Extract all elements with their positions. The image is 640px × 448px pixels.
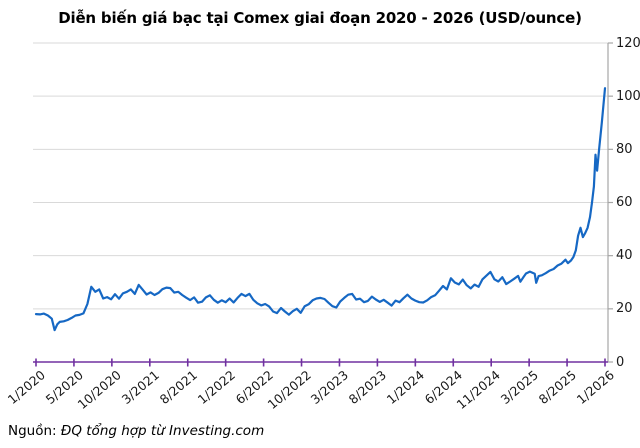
source-note: Nguồn: ĐQ tổng hợp từ Investing.com — [8, 423, 264, 439]
source-text: ĐQ tổng hợp từ Investing.com — [60, 423, 265, 439]
y-axis-tick-label: 60 — [616, 195, 633, 210]
y-axis-tick-label: 40 — [616, 248, 633, 264]
y-axis-tick-label: 80 — [616, 141, 633, 157]
y-axis-tick-label: 0 — [616, 354, 625, 370]
chart-title: Diễn biến giá bạc tại Comex giai đoạn 20… — [58, 9, 582, 27]
price-line-series — [34, 87, 607, 332]
y-axis-tick-label: 20 — [616, 301, 633, 317]
source-prefix: Nguồn: — [8, 423, 57, 439]
y-axis-tick-label: 120 — [616, 35, 640, 51]
y-axis-tick-label: 100 — [616, 88, 640, 104]
